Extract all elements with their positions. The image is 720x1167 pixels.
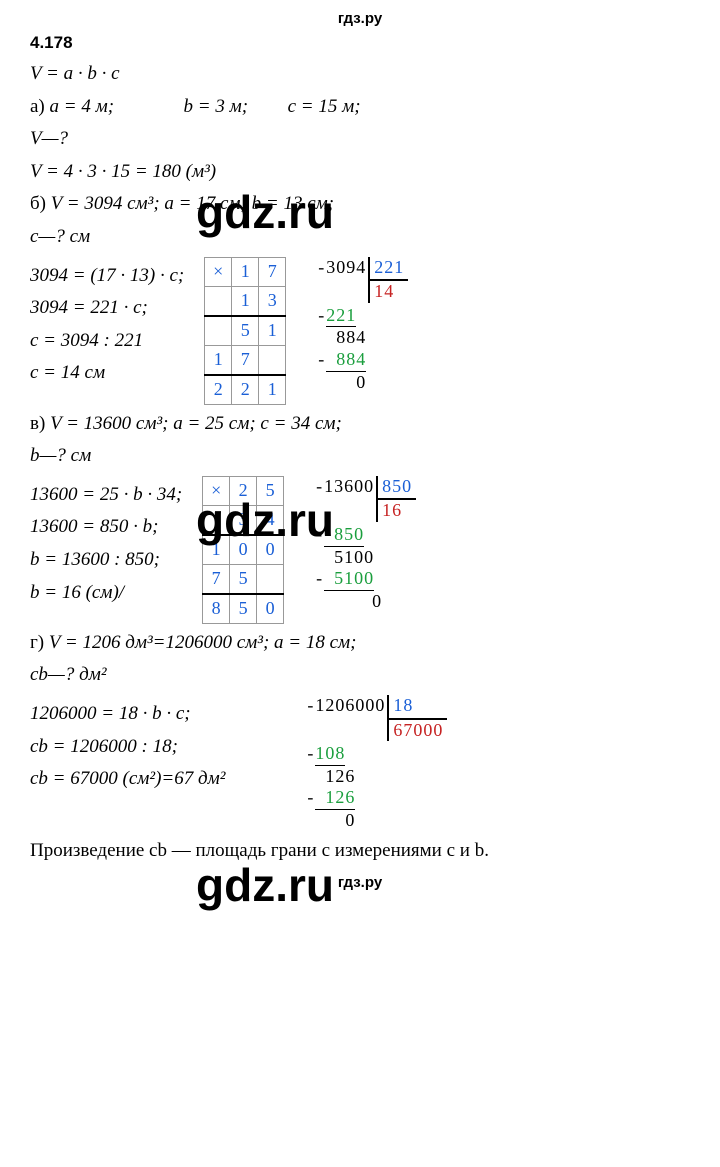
part-c-step: b = 13600 : 850; (30, 547, 182, 574)
part-a-b: b = 3 м; (184, 96, 249, 117)
part-d-steps: 1206000 = 18 · b · c; cb = 1206000 : 18;… (30, 695, 225, 799)
part-b-givens: б) V = 3094 см³; a = 17 см; b = 13 см; (30, 191, 690, 218)
part-c-question: b—? см (30, 443, 690, 470)
part-a-calc: V = 4 · 3 · 15 = 180 (м³) (30, 159, 690, 186)
part-b-label: б) (30, 193, 46, 214)
part-d-question: сb—? дм² (30, 662, 690, 689)
part-a-givens: а) a = 4 м; b = 3 м; c = 15 м; (30, 94, 690, 121)
part-b-steps: 3094 = (17 · 13) · c; 3094 = 221 · c; c … (30, 257, 184, 393)
part-a-c: c = 15 м; (288, 96, 361, 117)
part-b-step: 3094 = 221 · c; (30, 295, 184, 322)
part-d-step: cb = 67000 (см²)=67 дм² (30, 766, 225, 793)
long-division-b: -309422114-221884-8840 (326, 257, 408, 394)
part-c-calcs: ×253410075850 -1360085016-8505100-51000 (202, 476, 416, 624)
part-c-givens: в) V = 13600 см³; a = 25 см; c = 34 см; (30, 411, 690, 438)
part-b-givens-text: V = 3094 см³; a = 17 см; b = 13 см; (51, 193, 334, 214)
part-c-steps: 13600 = 25 · b · 34; 13600 = 850 · b; b … (30, 476, 182, 612)
mult-table-c: ×253410075850 (202, 476, 284, 624)
part-c-step: b = 16 (см)/ (30, 580, 182, 607)
part-d-givens-text: V = 1206 дм³=1206000 см³; a = 18 см; (49, 632, 357, 653)
part-a-label: а) (30, 96, 45, 117)
part-d-givens: г) V = 1206 дм³=1206000 см³; a = 18 см; (30, 630, 690, 657)
long-division-d: -12060001867000-108126-1260 (315, 695, 447, 832)
part-c-givens-text: V = 13600 см³; a = 25 см; c = 34 см; (50, 413, 342, 434)
part-d-workrow: 1206000 = 18 · b · c; cb = 1206000 : 18;… (30, 695, 690, 832)
mult-table-b: ×17135117221 (204, 257, 286, 405)
part-b-step: c = 3094 : 221 (30, 328, 184, 355)
part-b-step: c = 14 см (30, 360, 184, 387)
problem-number: 4.178 (30, 33, 690, 53)
formula: V = a · b · c (30, 61, 690, 88)
site-footer: гдз.ру (30, 874, 690, 891)
conclusion: Произведение cb — площадь грани с измере… (30, 838, 690, 865)
part-d-step: 1206000 = 18 · b · c; (30, 701, 225, 728)
part-b-workrow: 3094 = (17 · 13) · c; 3094 = 221 · c; c … (30, 257, 690, 405)
part-a-a: a = 4 м; (50, 96, 115, 117)
part-d-step: cb = 1206000 : 18; (30, 734, 225, 761)
part-c-step: 13600 = 25 · b · 34; (30, 482, 182, 509)
site-header: гдз.ру (30, 10, 690, 27)
part-c-workrow: 13600 = 25 · b · 34; 13600 = 850 · b; b … (30, 476, 690, 624)
part-d-label: г) (30, 632, 44, 653)
part-b-step: 3094 = (17 · 13) · c; (30, 263, 184, 290)
part-a-question: V—? (30, 126, 690, 153)
page: гдз.ру 4.178 V = a · b · c а) a = 4 м; b… (0, 0, 720, 911)
part-c-step: 13600 = 850 · b; (30, 514, 182, 541)
part-b-calcs: ×17135117221 -309422114-221884-8840 (204, 257, 408, 405)
part-c-label: в) (30, 413, 45, 434)
part-b-question: c—? см (30, 224, 690, 251)
long-division-c: -1360085016-8505100-51000 (324, 476, 416, 613)
part-d-calcs: -12060001867000-108126-1260 (245, 695, 447, 832)
